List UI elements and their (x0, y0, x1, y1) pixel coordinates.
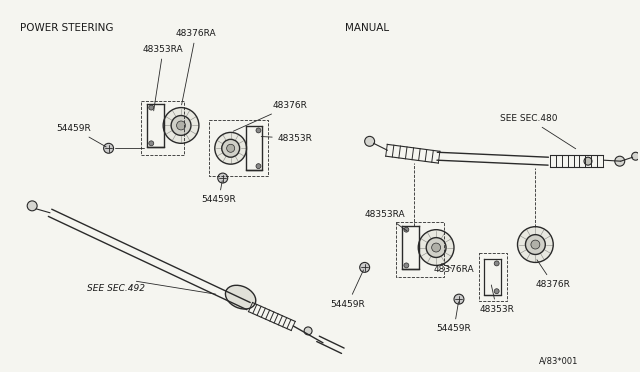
Circle shape (215, 132, 246, 164)
Circle shape (404, 263, 409, 268)
Circle shape (177, 121, 186, 130)
Circle shape (256, 128, 261, 133)
Circle shape (148, 105, 154, 110)
Text: 54459R: 54459R (202, 181, 236, 204)
Circle shape (163, 108, 199, 143)
Circle shape (419, 230, 454, 265)
Circle shape (304, 327, 312, 335)
Circle shape (148, 141, 154, 146)
Circle shape (632, 152, 639, 160)
Circle shape (404, 227, 409, 232)
Text: 48376RA: 48376RA (434, 264, 474, 274)
Circle shape (615, 156, 625, 166)
Circle shape (531, 240, 540, 249)
Circle shape (256, 164, 261, 169)
Text: POWER STEERING: POWER STEERING (20, 23, 114, 33)
Ellipse shape (225, 285, 256, 309)
Text: 54459R: 54459R (330, 270, 365, 309)
Circle shape (171, 116, 191, 135)
Text: SEE SEC.480: SEE SEC.480 (500, 114, 576, 149)
Text: 54459R: 54459R (436, 302, 472, 333)
Circle shape (227, 144, 235, 152)
Circle shape (218, 173, 228, 183)
Text: SEE SEC.492: SEE SEC.492 (87, 284, 145, 293)
Text: 48376RA: 48376RA (175, 29, 216, 105)
Circle shape (28, 201, 37, 211)
Circle shape (518, 227, 553, 262)
Circle shape (426, 238, 446, 257)
Circle shape (431, 243, 440, 252)
Circle shape (104, 143, 113, 153)
Circle shape (221, 140, 239, 157)
Text: 48376R: 48376R (536, 260, 571, 289)
Circle shape (494, 261, 499, 266)
Circle shape (494, 289, 499, 294)
Circle shape (454, 294, 464, 304)
Text: 48376R: 48376R (233, 101, 308, 131)
Text: 54459R: 54459R (56, 124, 106, 147)
Text: 48353RA: 48353RA (364, 210, 407, 231)
Text: 48353RA: 48353RA (143, 45, 184, 111)
Circle shape (360, 262, 370, 272)
Text: 48353R: 48353R (479, 285, 514, 314)
Text: 48353R: 48353R (261, 134, 312, 143)
Text: MANUAL: MANUAL (345, 23, 389, 33)
Text: A/83*001: A/83*001 (539, 357, 578, 366)
Circle shape (365, 137, 374, 146)
Circle shape (525, 235, 545, 254)
Circle shape (584, 157, 592, 165)
